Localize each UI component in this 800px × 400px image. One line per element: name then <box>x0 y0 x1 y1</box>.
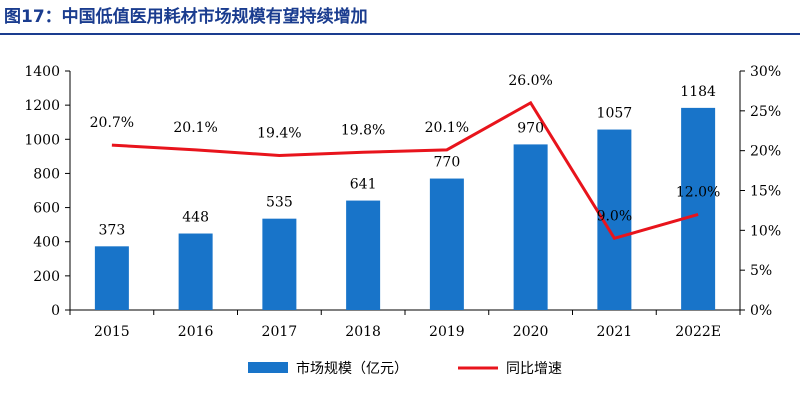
x-tick-label: 2015 <box>94 324 130 340</box>
bar <box>681 107 716 310</box>
growth-line-group <box>111 100 699 241</box>
line-value-label: 26.0% <box>508 73 552 89</box>
y-left-tick-label: 0 <box>51 303 60 319</box>
legend-label-bar: 市场规模（亿元） <box>296 360 408 377</box>
line-value-label: 9.0% <box>597 208 633 224</box>
line-value-label: 20.7% <box>90 115 134 131</box>
legend-swatch-bar <box>248 362 288 373</box>
x-tick-label: 2022E <box>675 324 721 340</box>
bar-value-label: 970 <box>517 120 544 136</box>
y-right-tick-label: 30% <box>750 64 781 80</box>
growth-line <box>111 100 699 241</box>
legend-label-line: 同比增速 <box>506 361 562 377</box>
bar <box>429 178 464 310</box>
y-left-tick-label: 400 <box>33 235 60 251</box>
legend: 市场规模（亿元） 同比增速 <box>248 360 562 377</box>
y-left-tick-label: 600 <box>33 201 60 217</box>
bar-value-label: 1184 <box>680 84 716 100</box>
y-left-tick-label: 1200 <box>24 98 60 114</box>
axes: 0 200 400 600 800 1000 1200 1400 0% 5% 10% 15% 20% 25… <box>24 64 781 340</box>
bar-value-label: 770 <box>434 155 461 171</box>
y-left-tick-label: 1000 <box>24 132 60 148</box>
y-right-tick-label: 0% <box>750 303 772 319</box>
y-left-tick-label: 1400 <box>24 64 60 80</box>
line-value-label: 20.1% <box>173 120 217 136</box>
bar <box>346 200 381 310</box>
y-left-tick-label: 200 <box>33 269 60 285</box>
y-left-tick-label: 800 <box>33 166 60 182</box>
line-value-label: 19.4% <box>257 125 301 141</box>
bar-value-label: 448 <box>182 210 209 226</box>
line-value-label: 19.8% <box>341 122 385 138</box>
line-value-label: 20.1% <box>425 120 469 136</box>
y-right-tick-label: 5% <box>750 263 772 279</box>
y-right-tick-label: 10% <box>750 223 781 239</box>
bar <box>178 233 213 310</box>
x-tick-label: 2021 <box>597 324 633 340</box>
bar <box>94 246 129 310</box>
bar-value-label: 535 <box>266 195 293 211</box>
y-right-tick-label: 15% <box>750 184 781 200</box>
y-right-tick-label: 20% <box>750 144 781 160</box>
y-right-tick-label: 25% <box>750 104 781 120</box>
x-tick-label: 2018 <box>345 324 381 340</box>
bar <box>513 144 548 310</box>
title-underline <box>0 33 800 35</box>
x-tick-label: 2020 <box>513 324 549 340</box>
x-tick-label: 2019 <box>429 324 465 340</box>
line-value-label: 12.0% <box>676 184 720 200</box>
bar-value-label: 641 <box>350 177 377 193</box>
chart-title: 图17：中国低值医用耗材市场规模有望持续增加 <box>4 7 368 27</box>
bar <box>262 218 297 310</box>
bar-value-label: 1057 <box>597 106 633 122</box>
bar-value-label: 373 <box>99 222 126 238</box>
data-labels: 373 448 535 641 770 970 1057 1184 20.7% 20.1% 19.4… <box>90 73 721 238</box>
bars <box>94 107 716 310</box>
x-tick-label: 2016 <box>178 324 214 340</box>
x-tick-label: 2017 <box>262 324 298 340</box>
